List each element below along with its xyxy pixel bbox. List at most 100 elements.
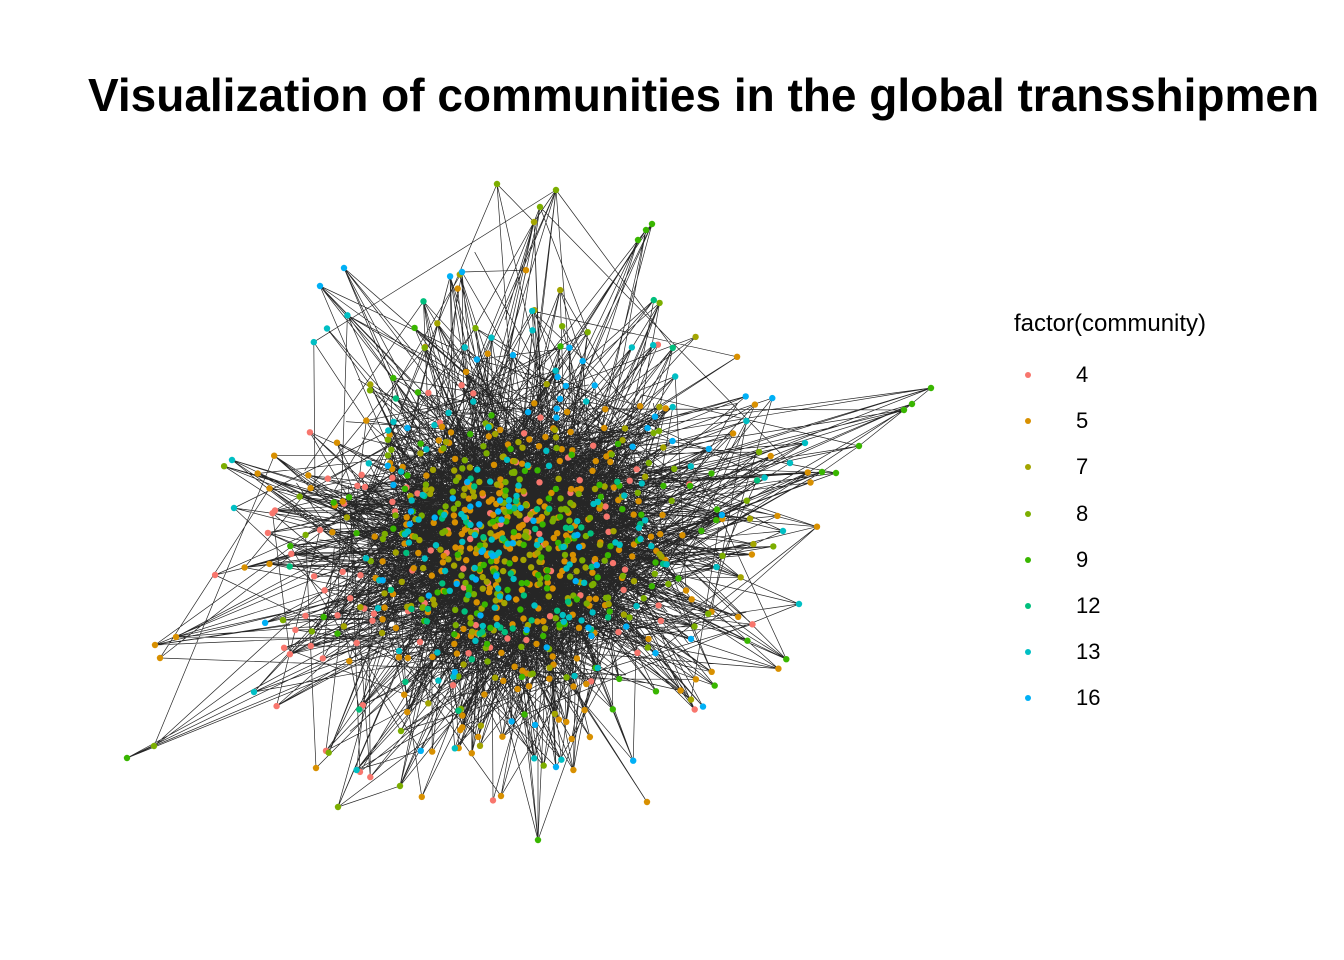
node <box>643 798 651 806</box>
node <box>657 530 664 538</box>
legend-label: 16 <box>1076 685 1101 711</box>
node <box>501 492 509 499</box>
node <box>455 673 462 680</box>
node <box>669 437 676 445</box>
node <box>150 742 158 750</box>
node <box>428 486 435 493</box>
node <box>769 394 776 402</box>
node <box>273 702 280 710</box>
node <box>385 427 392 434</box>
node <box>591 555 599 563</box>
node <box>629 443 636 450</box>
node <box>397 727 405 735</box>
node <box>586 733 594 741</box>
node <box>379 616 386 623</box>
node <box>458 382 465 389</box>
node <box>425 389 432 397</box>
node <box>779 527 787 535</box>
node <box>471 531 479 539</box>
node <box>435 677 442 684</box>
node <box>536 580 543 587</box>
node <box>241 564 248 571</box>
node <box>493 621 501 629</box>
node <box>271 452 278 459</box>
node <box>533 541 541 549</box>
node <box>563 408 571 416</box>
node <box>493 572 500 580</box>
node <box>590 442 597 449</box>
node <box>429 466 437 474</box>
node <box>392 624 400 632</box>
node <box>507 445 514 453</box>
node <box>687 463 694 470</box>
node <box>652 649 659 657</box>
node <box>250 688 258 696</box>
node <box>520 541 527 548</box>
node <box>454 285 461 292</box>
node <box>691 623 698 630</box>
node <box>418 793 425 801</box>
node <box>561 551 569 559</box>
node <box>471 483 478 490</box>
node <box>510 529 518 536</box>
node <box>458 530 466 538</box>
node <box>591 485 599 493</box>
node <box>384 452 392 459</box>
node <box>566 517 573 524</box>
node <box>404 654 411 662</box>
node <box>230 504 238 512</box>
node <box>501 628 508 636</box>
node <box>665 580 672 588</box>
node <box>472 324 479 332</box>
node <box>472 576 479 583</box>
node <box>453 580 460 587</box>
node <box>743 417 750 425</box>
node <box>480 534 487 541</box>
node <box>462 368 470 376</box>
node <box>521 467 529 475</box>
node <box>310 573 318 580</box>
node <box>172 633 180 641</box>
node <box>552 367 559 374</box>
node <box>644 644 651 651</box>
node <box>441 567 449 575</box>
node <box>340 623 348 630</box>
node <box>783 656 790 663</box>
node <box>655 427 663 435</box>
node <box>481 601 488 608</box>
node <box>497 476 504 483</box>
node <box>511 663 518 670</box>
node <box>545 495 552 502</box>
node <box>361 483 369 491</box>
node <box>468 750 475 757</box>
node <box>570 766 577 774</box>
legend-item: 9 <box>1014 537 1206 583</box>
node <box>534 836 542 844</box>
node <box>561 558 568 565</box>
node <box>648 220 656 228</box>
node <box>541 625 549 632</box>
node <box>675 575 682 582</box>
node <box>430 519 437 526</box>
node <box>682 587 690 594</box>
node <box>507 570 514 577</box>
node <box>596 481 603 488</box>
node <box>421 555 428 562</box>
node <box>549 585 556 592</box>
community-nodes-13 <box>228 307 809 774</box>
node <box>602 406 609 413</box>
node <box>397 468 405 475</box>
node <box>406 520 413 528</box>
legend-key <box>1014 556 1042 563</box>
node <box>647 533 655 540</box>
node <box>542 540 549 547</box>
node <box>487 624 494 631</box>
node <box>512 596 520 603</box>
node <box>565 614 573 621</box>
node <box>526 436 533 443</box>
node <box>441 528 449 535</box>
node <box>543 585 551 592</box>
node <box>534 467 541 474</box>
node <box>445 409 452 416</box>
community-nodes-7 <box>340 218 757 749</box>
